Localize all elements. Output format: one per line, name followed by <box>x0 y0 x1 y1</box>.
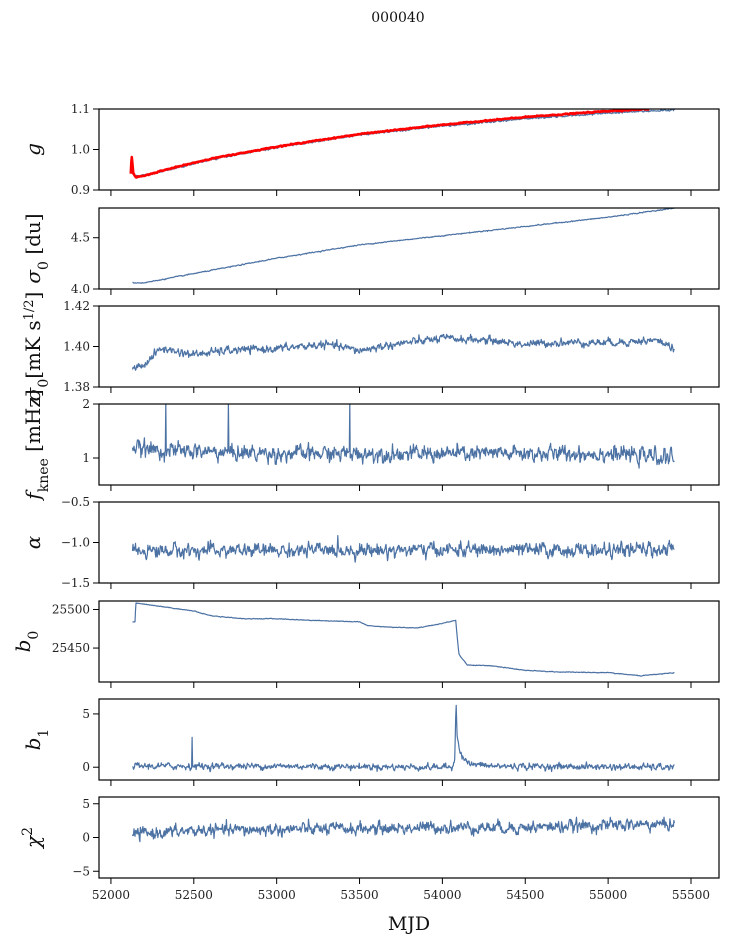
y-tick-label-sigma0-mk: 1.38 <box>63 380 90 394</box>
x-tick-label: 55500 <box>672 888 710 902</box>
series-line-sigma0-du-0 <box>132 208 675 284</box>
y-tick-label-g: 0.9 <box>71 183 90 197</box>
y-tick-label-b0: 25450 <box>52 641 90 655</box>
y-axis-label-chi2: χ2 <box>20 827 45 850</box>
series-line-alpha-0 <box>131 534 675 563</box>
axes-frame-b0 <box>98 600 720 683</box>
series-line-b1-0 <box>132 704 675 773</box>
series-line-g-1 <box>129 109 651 179</box>
y-tick-label-b1: 0 <box>82 760 90 774</box>
axes-frame-g <box>98 108 720 191</box>
y-tick-label-fknee: 2 <box>82 397 90 411</box>
series-line-chi2-0 <box>131 816 675 843</box>
x-tick-label: 55000 <box>589 888 627 902</box>
x-tick-label: 53500 <box>340 888 378 902</box>
y-axis-label-sigma0-du: σ0 [du] <box>21 213 52 283</box>
panel-alpha: −1.5 −1.0 −0.5 α <box>21 495 720 590</box>
x-axis-label: MJD <box>388 913 430 935</box>
x-tick-label: 54500 <box>506 888 544 902</box>
y-axis-label-alpha: α <box>21 535 45 549</box>
y-tick-label-g: 1.1 <box>71 102 90 116</box>
figure-title: 000040 <box>371 10 424 26</box>
panel-b1: 0 5 b1 <box>21 698 720 786</box>
y-axis-label-b1: b1 <box>21 729 52 751</box>
x-tick-label: 52000 <box>92 888 130 902</box>
y-axis-label-fknee: fknee [mHz] <box>21 389 52 501</box>
y-tick-label-alpha: −1.0 <box>61 536 90 550</box>
y-tick-label-chi2: −5 <box>72 864 90 878</box>
panel-g: 0.9 1.0 1.1 g <box>21 102 720 197</box>
panel-fknee: 1 2 fknee [mHz] <box>21 389 720 502</box>
series-line-sigma0-mk-0 <box>131 333 675 371</box>
axes-frame-chi2 <box>98 796 720 879</box>
y-tick-label-b0: 25500 <box>52 602 90 616</box>
axes-frame-fknee <box>98 403 720 486</box>
y-tick-label-sigma0-mk: 1.40 <box>63 340 90 354</box>
y-tick-label-b1: 5 <box>82 707 90 721</box>
panel-b0: 25450 25500 b0 <box>11 600 720 688</box>
axes-frame-sigma0-du <box>98 207 720 290</box>
panel-chi2: −5 0 5 52000 52500 53000 53500 54000 54500 55000 5… <box>20 796 720 902</box>
x-tick-label: 53000 <box>258 888 296 902</box>
y-tick-label-g: 1.0 <box>71 143 90 157</box>
y-tick-label-sigma0-du: 4.5 <box>71 231 90 245</box>
y-tick-label-alpha: −1.5 <box>61 576 90 590</box>
axes-frame-alpha <box>98 501 720 584</box>
series-line-b0-0 <box>132 602 675 677</box>
series-line-fknee-0 <box>131 404 675 469</box>
panels: 0.9 1.0 1.1 g 4.0 4.5 σ0 [du] 1.38 1.40 1.42 σ0[mK… <box>11 102 720 902</box>
y-tick-label-fknee: 1 <box>82 451 90 465</box>
axes-frame-sigma0-mk <box>98 305 720 388</box>
y-axis-label-sigma0-mk: σ0[mK s1/2] <box>21 292 52 402</box>
x-tick-label: 54000 <box>423 888 461 902</box>
y-axis-label-b0: b0 <box>11 631 42 653</box>
y-axis-label-g: g <box>21 143 45 156</box>
axes-frame-b1 <box>98 698 720 781</box>
y-tick-label-sigma0-mk: 1.42 <box>63 299 90 313</box>
y-tick-label-chi2: 5 <box>82 797 90 811</box>
y-tick-label-sigma0-du: 4.0 <box>71 282 90 296</box>
y-tick-label-alpha: −0.5 <box>61 495 90 509</box>
panel-sigma0-mk: 1.38 1.40 1.42 σ0[mK s1/2] <box>21 292 720 402</box>
panel-sigma0-du: 4.0 4.5 σ0 [du] <box>21 207 720 296</box>
y-tick-label-chi2: 0 <box>82 831 90 845</box>
x-tick-label: 52500 <box>175 888 213 902</box>
series-line-g-0 <box>132 109 675 178</box>
